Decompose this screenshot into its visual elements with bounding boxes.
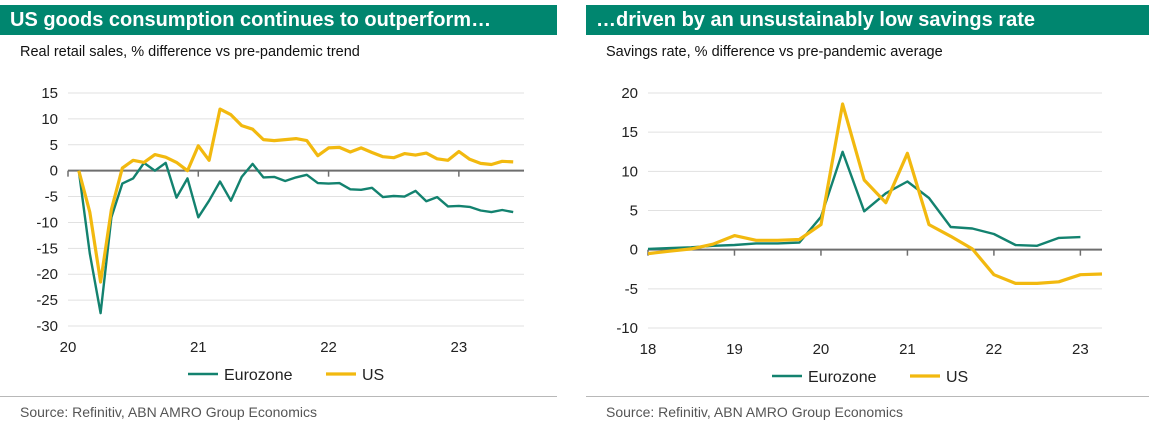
x-tick-label: 22 (986, 341, 1003, 358)
y-tick-label: 5 (630, 203, 638, 220)
x-tick-label: 19 (726, 341, 743, 358)
y-tick-label: -20 (36, 266, 58, 283)
y-tick-label: -5 (45, 189, 58, 206)
y-tick-label: 10 (621, 163, 638, 180)
x-tick-label: 21 (190, 339, 207, 356)
left-chart-title: US goods consumption continues to outper… (0, 5, 557, 35)
x-tick-label: 21 (899, 341, 916, 358)
right-chart-subtitle: Savings rate, % difference vs pre-pandem… (606, 44, 943, 60)
y-tick-label: -10 (616, 320, 638, 337)
x-tick-label: 18 (640, 341, 657, 358)
left-source-note: Source: Refinitiv, ABN AMRO Group Econom… (20, 404, 317, 420)
legend-label-us: US (946, 369, 968, 386)
y-tick-label: 5 (50, 137, 58, 154)
y-tick-label: -10 (36, 214, 58, 231)
x-tick-label: 20 (813, 341, 830, 358)
left-series-line-us (77, 107, 514, 284)
x-tick-label: 20 (60, 339, 77, 356)
legend-label-eurozone: Eurozone (224, 367, 293, 384)
y-tick-label: -30 (36, 318, 58, 335)
x-tick-label: 23 (451, 339, 468, 356)
y-tick-label: 20 (621, 85, 638, 102)
left-chart-panel: US goods consumption continues to outper… (0, 0, 557, 429)
left-chart-subtitle: Real retail sales, % difference vs pre-p… (20, 44, 360, 60)
y-tick-label: -15 (36, 240, 58, 257)
right-source-note: Source: Refinitiv, ABN AMRO Group Econom… (606, 404, 903, 420)
x-tick-label: 23 (1072, 341, 1089, 358)
y-tick-label: 0 (50, 163, 58, 180)
right-series-line-eurozone (647, 150, 1081, 251)
right-divider (586, 396, 1149, 397)
legend-label-us: US (362, 367, 384, 384)
left-divider (0, 396, 557, 397)
legend-label-eurozone: Eurozone (808, 369, 877, 386)
y-tick-label: 15 (621, 124, 638, 141)
y-tick-label: -25 (36, 292, 58, 309)
right-chart-panel: …driven by an unsustainably low savings … (586, 0, 1149, 429)
right-chart-title: …driven by an unsustainably low savings … (586, 5, 1149, 35)
y-tick-label: 10 (41, 111, 58, 128)
y-tick-label: 15 (41, 85, 58, 102)
right-series-line-us (647, 102, 1103, 285)
x-tick-label: 22 (320, 339, 337, 356)
y-tick-label: -5 (625, 281, 638, 298)
left-series-line-eurozone (77, 161, 514, 315)
y-tick-label: 0 (630, 242, 638, 259)
